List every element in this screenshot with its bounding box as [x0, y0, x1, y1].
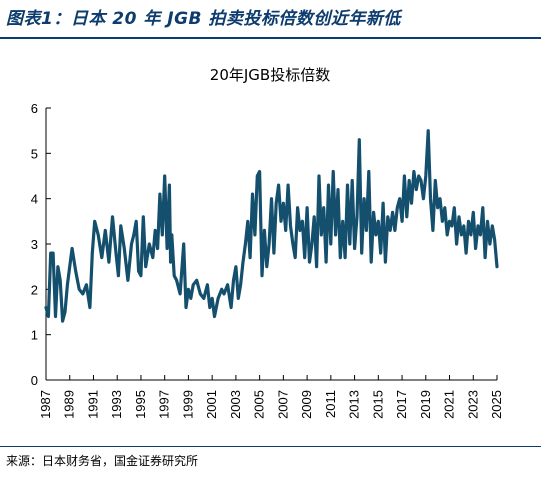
x-tick-label: 2019 [418, 390, 433, 419]
x-tick-label: 1991 [85, 390, 100, 419]
x-tick-label: 2017 [394, 390, 409, 419]
x-tick-label: 2015 [370, 390, 385, 419]
x-tick-label: 1993 [109, 390, 124, 419]
chart-axes: 0 1 2 3 4 5 6 1987 1989 1991 1993 1995 1997 1999 2001 2… [31, 101, 504, 419]
x-tick-label: 2001 [204, 390, 219, 419]
x-tick-label: 2011 [323, 390, 338, 418]
x-tick-label: 2025 [489, 390, 504, 419]
footer-rule [0, 446, 541, 447]
x-tick-label: 2005 [252, 390, 267, 419]
y-tick-label: 3 [31, 237, 38, 252]
y-tick-label: 1 [31, 328, 38, 343]
x-tick-label: 2023 [465, 390, 480, 419]
y-tick-label: 4 [31, 192, 38, 207]
x-tick-label: 2021 [442, 390, 457, 419]
chart-title: 20年JGB投标倍数 [210, 66, 330, 84]
x-tick-label: 2007 [275, 390, 290, 419]
y-tick-label: 5 [31, 146, 38, 161]
x-tick-label: 1999 [180, 390, 195, 419]
y-tick-label: 0 [31, 373, 38, 388]
x-tick-label: 1987 [38, 390, 53, 419]
series-line [44, 129, 499, 323]
chart-series [44, 129, 499, 323]
header-rule [0, 37, 541, 39]
x-tick-label: 2013 [347, 390, 362, 419]
x-tick-label: 2003 [228, 390, 243, 419]
source-note: 来源：日本财务省，国金证券研究所 [6, 454, 199, 468]
x-tick-label: 1989 [62, 390, 77, 419]
x-tick-label: 1997 [157, 390, 172, 419]
figure-title: 图表1：日本 20 年 JGB 拍卖投标倍数创近年新低 [6, 9, 401, 29]
y-tick-label: 2 [31, 282, 38, 297]
y-tick-label: 6 [31, 101, 38, 116]
x-tick-label: 2009 [299, 390, 314, 419]
x-tick-label: 1995 [133, 390, 148, 419]
